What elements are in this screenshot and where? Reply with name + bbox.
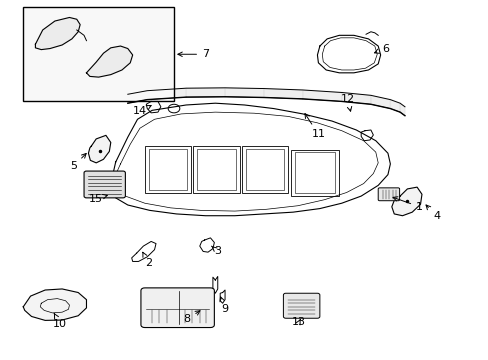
FancyBboxPatch shape bbox=[84, 171, 125, 198]
Polygon shape bbox=[86, 46, 132, 77]
Text: 6: 6 bbox=[374, 44, 388, 54]
Bar bbox=[294, 153, 335, 193]
Text: 10: 10 bbox=[53, 313, 66, 329]
Polygon shape bbox=[23, 289, 86, 320]
Text: 8: 8 bbox=[183, 311, 200, 324]
FancyBboxPatch shape bbox=[283, 293, 319, 318]
Polygon shape bbox=[341, 93, 370, 104]
Bar bbox=[23, 7, 174, 102]
Polygon shape bbox=[127, 91, 147, 103]
FancyBboxPatch shape bbox=[141, 288, 214, 328]
Text: 15: 15 bbox=[89, 194, 107, 203]
Text: 7: 7 bbox=[178, 49, 209, 59]
Text: 2: 2 bbox=[142, 252, 151, 268]
Polygon shape bbox=[389, 100, 399, 112]
Text: 14: 14 bbox=[133, 105, 151, 116]
Bar bbox=[197, 149, 235, 190]
Polygon shape bbox=[186, 88, 224, 97]
Polygon shape bbox=[370, 95, 389, 109]
Text: 3: 3 bbox=[211, 246, 221, 256]
Bar bbox=[290, 150, 339, 196]
Bar bbox=[144, 146, 191, 193]
Polygon shape bbox=[147, 88, 186, 100]
Bar bbox=[193, 146, 239, 193]
Bar bbox=[148, 149, 187, 190]
FancyBboxPatch shape bbox=[377, 188, 399, 201]
Polygon shape bbox=[224, 88, 264, 98]
Polygon shape bbox=[391, 187, 421, 216]
Polygon shape bbox=[35, 18, 80, 50]
Polygon shape bbox=[264, 89, 302, 99]
Text: 13: 13 bbox=[291, 317, 305, 327]
Text: 9: 9 bbox=[220, 297, 228, 314]
Polygon shape bbox=[399, 103, 404, 116]
Polygon shape bbox=[88, 135, 111, 163]
Text: 11: 11 bbox=[305, 114, 325, 139]
Bar bbox=[245, 149, 284, 190]
Text: 4: 4 bbox=[425, 205, 439, 221]
Text: 1: 1 bbox=[392, 197, 422, 212]
Text: 12: 12 bbox=[340, 94, 354, 111]
Polygon shape bbox=[302, 90, 341, 102]
Bar bbox=[242, 146, 287, 193]
Text: 5: 5 bbox=[70, 153, 86, 171]
